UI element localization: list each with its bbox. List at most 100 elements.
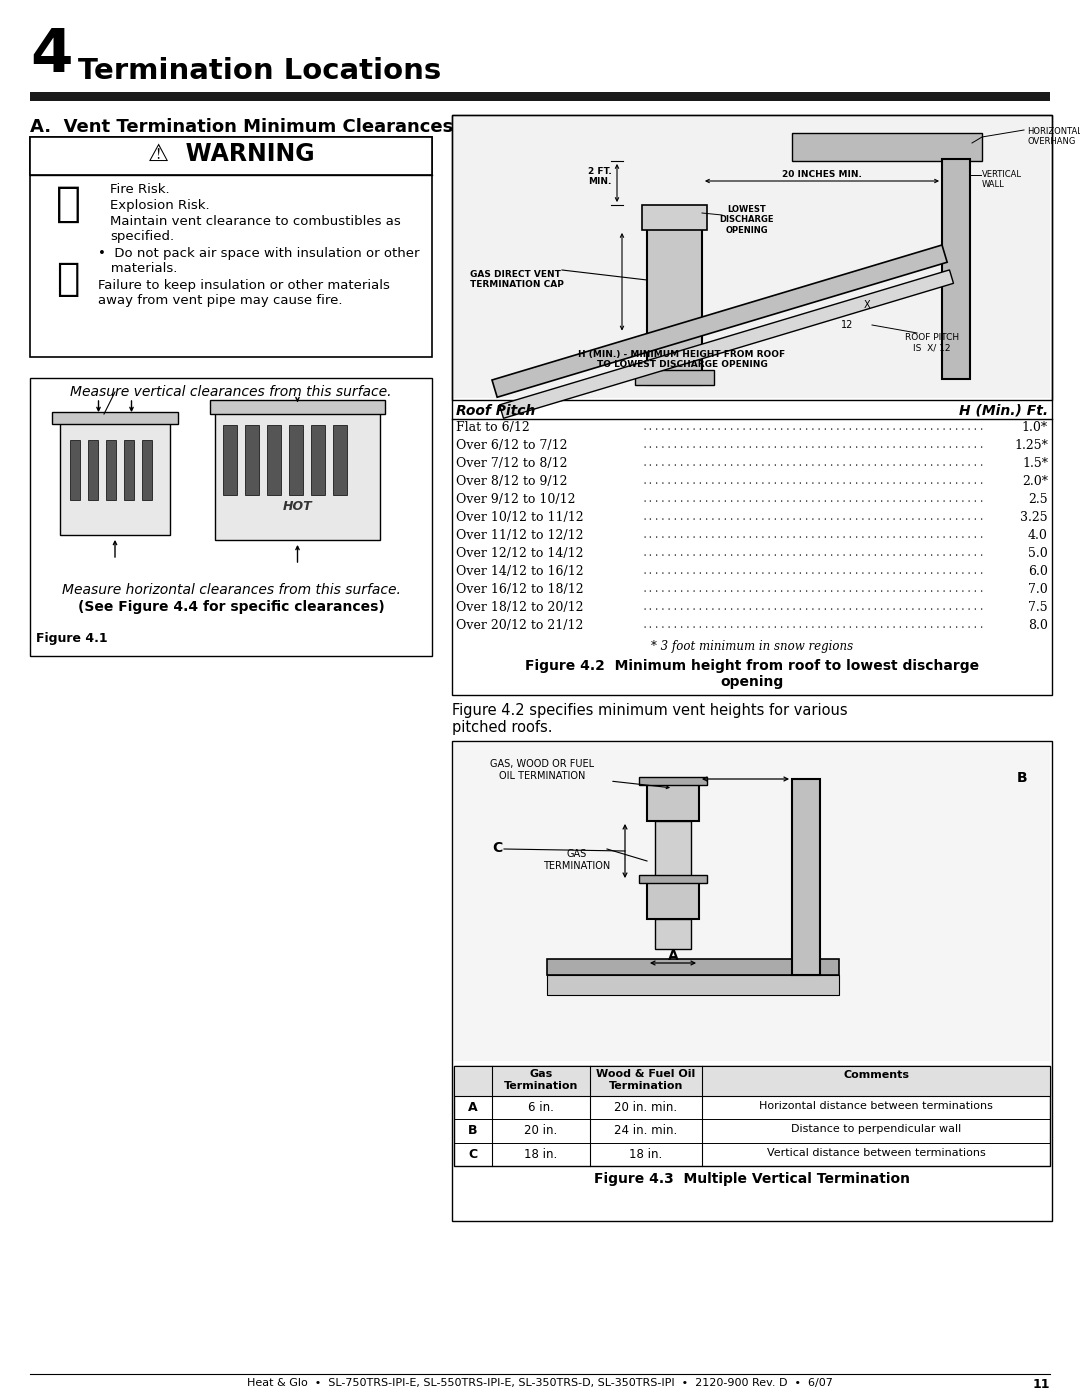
Text: A.  Vent Termination Minimum Clearances: A. Vent Termination Minimum Clearances <box>30 117 454 136</box>
Bar <box>654 821 691 882</box>
Text: 8.0: 8.0 <box>1028 619 1048 631</box>
Text: Failure to keep insulation or other materials
away from vent pipe may cause fire: Failure to keep insulation or other mate… <box>98 279 390 307</box>
Text: Heat & Glo  •  SL-750TRS-IPI-E, SL-550TRS-IPI-E, SL-350TRS-D, SL-350TRS-IPI  •  : Heat & Glo • SL-750TRS-IPI-E, SL-550TRS-… <box>247 1377 833 1389</box>
Bar <box>942 159 970 379</box>
Bar <box>792 780 820 975</box>
Text: Over 20/12 to 21/12: Over 20/12 to 21/12 <box>456 619 583 631</box>
Text: Explosion Risk.: Explosion Risk. <box>110 198 210 212</box>
Text: Measure horizontal clearances from this surface.: Measure horizontal clearances from this … <box>62 583 401 597</box>
Text: H (Min.) Ft.: H (Min.) Ft. <box>959 404 1048 418</box>
Text: 20 in. min.: 20 in. min. <box>615 1101 677 1113</box>
Text: Over 7/12 to 8/12: Over 7/12 to 8/12 <box>456 457 567 469</box>
Text: C: C <box>469 1148 477 1161</box>
Text: ROOF PITCH
IS  X/ 12: ROOF PITCH IS X/ 12 <box>905 332 959 352</box>
Text: Figure 4.2 specifies minimum vent heights for various
pitched roofs.: Figure 4.2 specifies minimum vent height… <box>453 703 848 735</box>
Text: 20 INCHES MIN.: 20 INCHES MIN. <box>782 170 862 179</box>
Text: .......................................................: ........................................… <box>642 511 986 522</box>
Bar <box>453 740 1052 1221</box>
Text: Measure vertical clearances from this surface.: Measure vertical clearances from this su… <box>70 386 392 400</box>
Text: Comments: Comments <box>843 1070 909 1080</box>
Text: GAS
TERMINATION: GAS TERMINATION <box>543 849 610 870</box>
Bar <box>546 958 839 975</box>
Text: 2 FT.
MIN.: 2 FT. MIN. <box>589 168 612 186</box>
Text: Termination Locations: Termination Locations <box>78 57 442 85</box>
Text: Over 14/12 to 16/12: Over 14/12 to 16/12 <box>456 564 583 578</box>
Text: .......................................................: ........................................… <box>642 602 986 612</box>
Text: Flat to 6/12: Flat to 6/12 <box>456 420 530 434</box>
Text: Figure 4.3  Multiple Vertical Termination: Figure 4.3 Multiple Vertical Termination <box>594 1172 910 1186</box>
Text: * 3 foot minimum in snow regions: * 3 foot minimum in snow regions <box>651 640 853 652</box>
Text: .......................................................: ........................................… <box>642 476 986 486</box>
Bar <box>454 1066 1050 1166</box>
Text: 🔥: 🔥 <box>55 183 81 225</box>
Bar <box>210 400 384 414</box>
Bar <box>647 882 699 919</box>
Bar <box>639 777 707 785</box>
Text: X: X <box>864 300 870 310</box>
Text: LOWEST
DISCHARGE
OPENING: LOWEST DISCHARGE OPENING <box>719 205 774 235</box>
Text: Fire Risk.: Fire Risk. <box>110 183 170 196</box>
Text: Over 18/12 to 20/12: Over 18/12 to 20/12 <box>456 601 583 615</box>
Bar <box>454 1066 1050 1097</box>
Bar <box>30 379 432 657</box>
Bar <box>453 115 1052 400</box>
Text: .......................................................: ........................................… <box>642 529 986 541</box>
Text: HORIZONTAL
OVERHANG: HORIZONTAL OVERHANG <box>1027 127 1080 147</box>
Text: B: B <box>469 1125 477 1137</box>
Text: •  Do not pack air space with insulation or other
   materials.: • Do not pack air space with insulation … <box>98 247 419 275</box>
Bar <box>245 425 259 495</box>
Polygon shape <box>499 270 954 418</box>
Bar <box>654 919 691 949</box>
Bar <box>647 215 702 386</box>
Text: A: A <box>667 949 678 963</box>
Bar <box>106 440 116 500</box>
Text: 2.0*: 2.0* <box>1022 475 1048 488</box>
Bar <box>215 409 380 541</box>
Text: B: B <box>1017 771 1028 785</box>
Bar <box>454 117 1050 398</box>
Text: Roof Pitch: Roof Pitch <box>456 404 536 418</box>
Text: .......................................................: ........................................… <box>642 584 986 594</box>
Text: (See Figure 4.4 for speciﬁc clearances): (See Figure 4.4 for speciﬁc clearances) <box>78 599 384 615</box>
Bar <box>635 370 714 386</box>
Text: C: C <box>492 841 502 855</box>
Bar <box>647 782 699 821</box>
Text: A: A <box>469 1101 477 1113</box>
Text: 6.0: 6.0 <box>1028 564 1048 578</box>
Bar <box>124 440 134 500</box>
Text: 11: 11 <box>1032 1377 1050 1391</box>
Text: H (MIN.) - MINIMUM HEIGHT FROM ROOF
TO LOWEST DISCHARGE OPENING: H (MIN.) - MINIMUM HEIGHT FROM ROOF TO L… <box>579 351 785 369</box>
Text: 20 in.: 20 in. <box>525 1125 557 1137</box>
Text: 18 in.: 18 in. <box>630 1148 663 1161</box>
Text: Over 12/12 to 14/12: Over 12/12 to 14/12 <box>456 548 583 560</box>
Bar <box>311 425 325 495</box>
Text: .......................................................: ........................................… <box>642 566 986 576</box>
Bar <box>267 425 281 495</box>
Text: 6 in.: 6 in. <box>528 1101 554 1113</box>
Bar <box>454 743 1050 1060</box>
Bar <box>642 205 707 231</box>
Bar <box>30 92 1050 101</box>
Text: Gas
Termination: Gas Termination <box>503 1069 578 1091</box>
Text: 7.0: 7.0 <box>1028 583 1048 597</box>
Text: 💥: 💥 <box>56 260 80 298</box>
Bar <box>222 425 237 495</box>
Text: Over 9/12 to 10/12: Over 9/12 to 10/12 <box>456 493 576 506</box>
Text: .......................................................: ........................................… <box>642 440 986 450</box>
Text: 7.5: 7.5 <box>1028 601 1048 615</box>
Bar <box>453 115 1052 694</box>
Bar <box>30 137 432 175</box>
Text: Figure 4.1: Figure 4.1 <box>36 631 108 645</box>
Text: Figure 4.2  Minimum height from roof to lowest discharge
opening: Figure 4.2 Minimum height from roof to l… <box>525 659 980 689</box>
Bar <box>87 440 98 500</box>
Text: ⚠  WARNING: ⚠ WARNING <box>148 142 314 166</box>
Bar <box>639 875 707 883</box>
Text: 3.25: 3.25 <box>1021 511 1048 524</box>
Polygon shape <box>492 244 947 397</box>
Bar <box>60 420 170 535</box>
Text: 1.0*: 1.0* <box>1022 420 1048 434</box>
Text: Over 11/12 to 12/12: Over 11/12 to 12/12 <box>456 529 583 542</box>
Bar <box>289 425 303 495</box>
Bar <box>141 440 152 500</box>
Text: 18 in.: 18 in. <box>525 1148 557 1161</box>
